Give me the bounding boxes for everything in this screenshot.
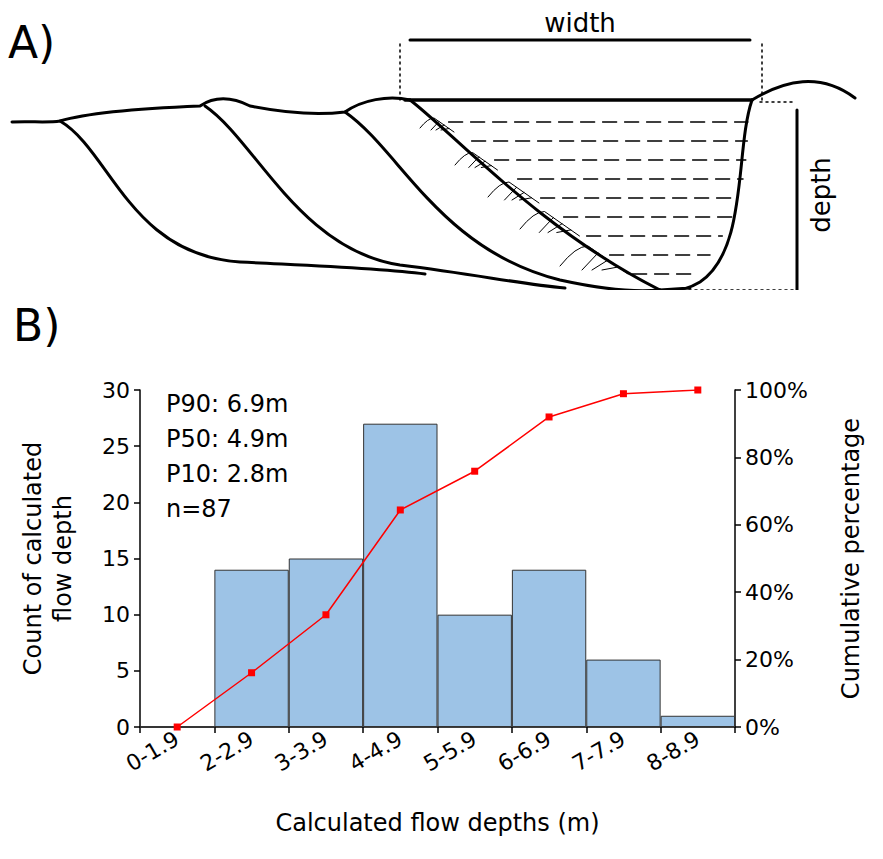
svg-text:40%: 40%: [745, 580, 794, 605]
svg-text:30: 30: [102, 378, 130, 403]
svg-text:P90: 6.9m: P90: 6.9m: [166, 390, 288, 418]
svg-text:20%: 20%: [745, 647, 794, 672]
svg-text:3-3.9: 3-3.9: [270, 726, 332, 776]
svg-text:B): B): [13, 300, 60, 351]
svg-text:6-6.9: 6-6.9: [494, 726, 556, 776]
svg-text:n=87: n=87: [166, 495, 232, 523]
svg-text:80%: 80%: [745, 445, 794, 470]
svg-text:0%: 0%: [745, 715, 780, 740]
svg-text:0: 0: [116, 715, 130, 740]
svg-text:7-7.9: 7-7.9: [568, 726, 630, 776]
svg-text:100%: 100%: [745, 378, 808, 403]
svg-text:5-5.9: 5-5.9: [419, 726, 481, 776]
svg-text:depth: depth: [806, 157, 836, 233]
svg-text:width: width: [544, 8, 616, 38]
svg-text:20: 20: [102, 490, 130, 515]
svg-text:4-4.9: 4-4.9: [345, 726, 407, 776]
svg-text:60%: 60%: [745, 512, 794, 537]
svg-text:P50: 4.9m: P50: 4.9m: [166, 425, 288, 453]
svg-text:10: 10: [102, 602, 130, 627]
svg-text:flow depth: flow depth: [49, 495, 77, 622]
svg-text:2-2.9: 2-2.9: [196, 726, 258, 776]
svg-text:0-1.9: 0-1.9: [122, 726, 184, 776]
svg-text:Count of calculated: Count of calculated: [19, 442, 47, 675]
svg-text:Cumulative percentage: Cumulative percentage: [837, 418, 865, 699]
svg-text:Calculated flow depths (m): Calculated flow depths (m): [275, 809, 599, 837]
svg-text:A): A): [8, 17, 55, 68]
svg-text:25: 25: [102, 434, 130, 459]
svg-text:8-8.9: 8-8.9: [642, 726, 704, 776]
svg-text:P10: 2.8m: P10: 2.8m: [166, 460, 288, 488]
svg-text:15: 15: [102, 546, 130, 571]
svg-text:5: 5: [116, 658, 130, 683]
